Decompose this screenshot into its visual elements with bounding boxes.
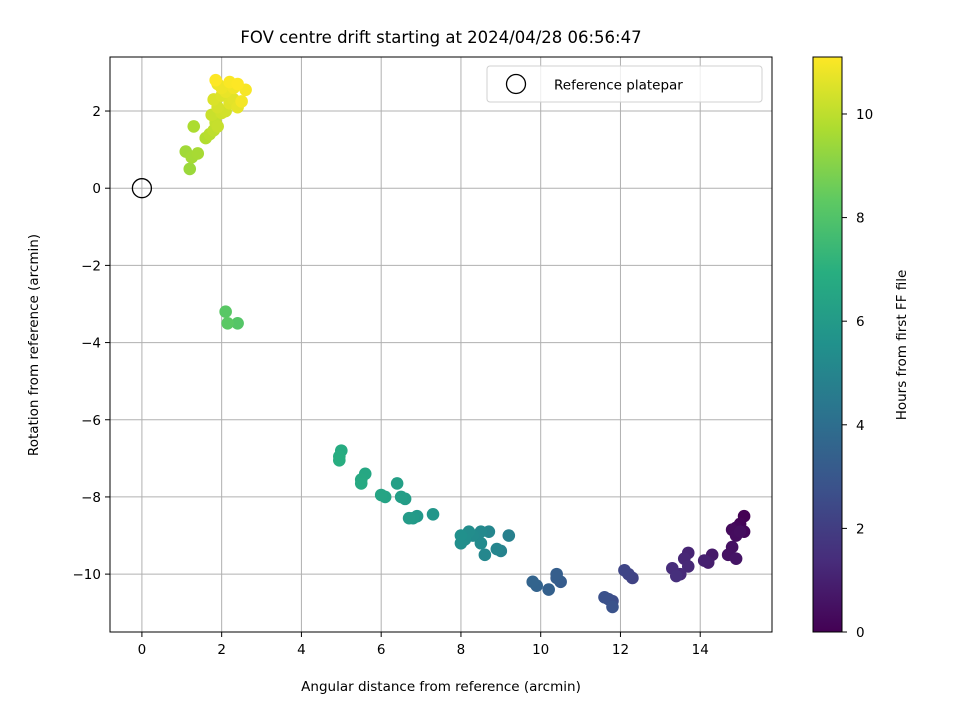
x-axis-label: Angular distance from reference (arcmin) xyxy=(301,679,581,695)
data-point xyxy=(209,73,222,87)
legend-box xyxy=(486,65,763,103)
data-point xyxy=(235,95,248,108)
colorbar-label: Hours from first FF file xyxy=(894,270,910,421)
data-point xyxy=(231,77,244,91)
data-point xyxy=(333,453,346,467)
data-points xyxy=(179,73,751,614)
data-point xyxy=(502,529,516,542)
colorbar-tick-label: 6 xyxy=(856,314,865,330)
colorbar-tick-label: 8 xyxy=(856,211,865,227)
data-point xyxy=(526,575,540,589)
colorbar-gradient xyxy=(812,56,843,633)
y-axis-label: Rotation from reference (arcmin) xyxy=(26,234,42,456)
data-point xyxy=(697,554,711,567)
legend: Reference platepar xyxy=(486,65,763,103)
colorbar-tick-label: 0 xyxy=(856,625,865,641)
data-point xyxy=(598,590,611,604)
data-point xyxy=(550,567,563,581)
x-tick-label: 4 xyxy=(297,642,306,658)
data-point xyxy=(669,569,683,583)
reference-platepar-marker xyxy=(131,178,153,199)
y-tick-label: −2 xyxy=(81,258,101,274)
colorbar-tick-label: 2 xyxy=(856,521,865,537)
data-point xyxy=(183,162,197,176)
y-tick-label: −4 xyxy=(81,336,101,352)
x-tick-label: 0 xyxy=(138,642,147,658)
data-point xyxy=(394,490,408,504)
x-axis-ticks: 0 2 4 6 8 10 12 14 xyxy=(138,632,709,658)
data-point xyxy=(211,120,224,133)
x-tick-label: 14 xyxy=(692,642,709,658)
data-point xyxy=(390,477,404,490)
data-point xyxy=(478,548,492,562)
colorbar-tick-label: 4 xyxy=(856,418,865,434)
data-point xyxy=(729,552,743,565)
x-tick-label: 12 xyxy=(612,642,629,658)
data-point xyxy=(354,477,368,490)
data-point xyxy=(733,525,747,538)
data-point xyxy=(191,147,205,160)
colorbar-ticks: 0 2 4 6 8 10 xyxy=(842,107,873,641)
legend-entry-reference: Reference platepar xyxy=(554,78,683,94)
grid xyxy=(110,57,772,632)
data-point xyxy=(490,542,504,556)
colorbar-tick-label: 10 xyxy=(856,107,873,123)
reference-marker-group xyxy=(131,178,153,199)
colorbar: 0 2 4 6 8 10 Hours from first FF file xyxy=(812,56,910,641)
data-point xyxy=(454,529,468,542)
data-point xyxy=(606,600,619,614)
data-point xyxy=(426,507,440,521)
y-tick-label: 0 xyxy=(92,181,101,197)
x-tick-label: 2 xyxy=(217,642,226,658)
data-point xyxy=(681,560,695,573)
y-tick-label: −10 xyxy=(73,567,102,583)
data-point xyxy=(187,120,201,133)
chart-title: FOV centre drift starting at 2024/04/28 … xyxy=(240,28,641,47)
data-point xyxy=(374,488,388,502)
data-point xyxy=(542,583,555,596)
data-point xyxy=(231,316,244,330)
y-tick-label: 2 xyxy=(92,104,101,120)
data-point xyxy=(474,536,488,550)
data-point xyxy=(219,305,232,318)
legend-reference-marker xyxy=(505,73,527,95)
x-tick-label: 8 xyxy=(457,642,466,658)
y-axis-ticks: 2 0 −2 −4 −6 −8 −10 xyxy=(73,104,110,583)
x-tick-label: 6 xyxy=(377,642,386,658)
plot-frame xyxy=(109,56,773,633)
y-tick-label: −8 xyxy=(81,490,101,506)
data-point xyxy=(402,511,416,525)
data-point xyxy=(618,563,631,577)
y-tick-label: −6 xyxy=(81,413,101,429)
x-tick-label: 10 xyxy=(532,642,549,658)
data-point xyxy=(221,316,234,330)
